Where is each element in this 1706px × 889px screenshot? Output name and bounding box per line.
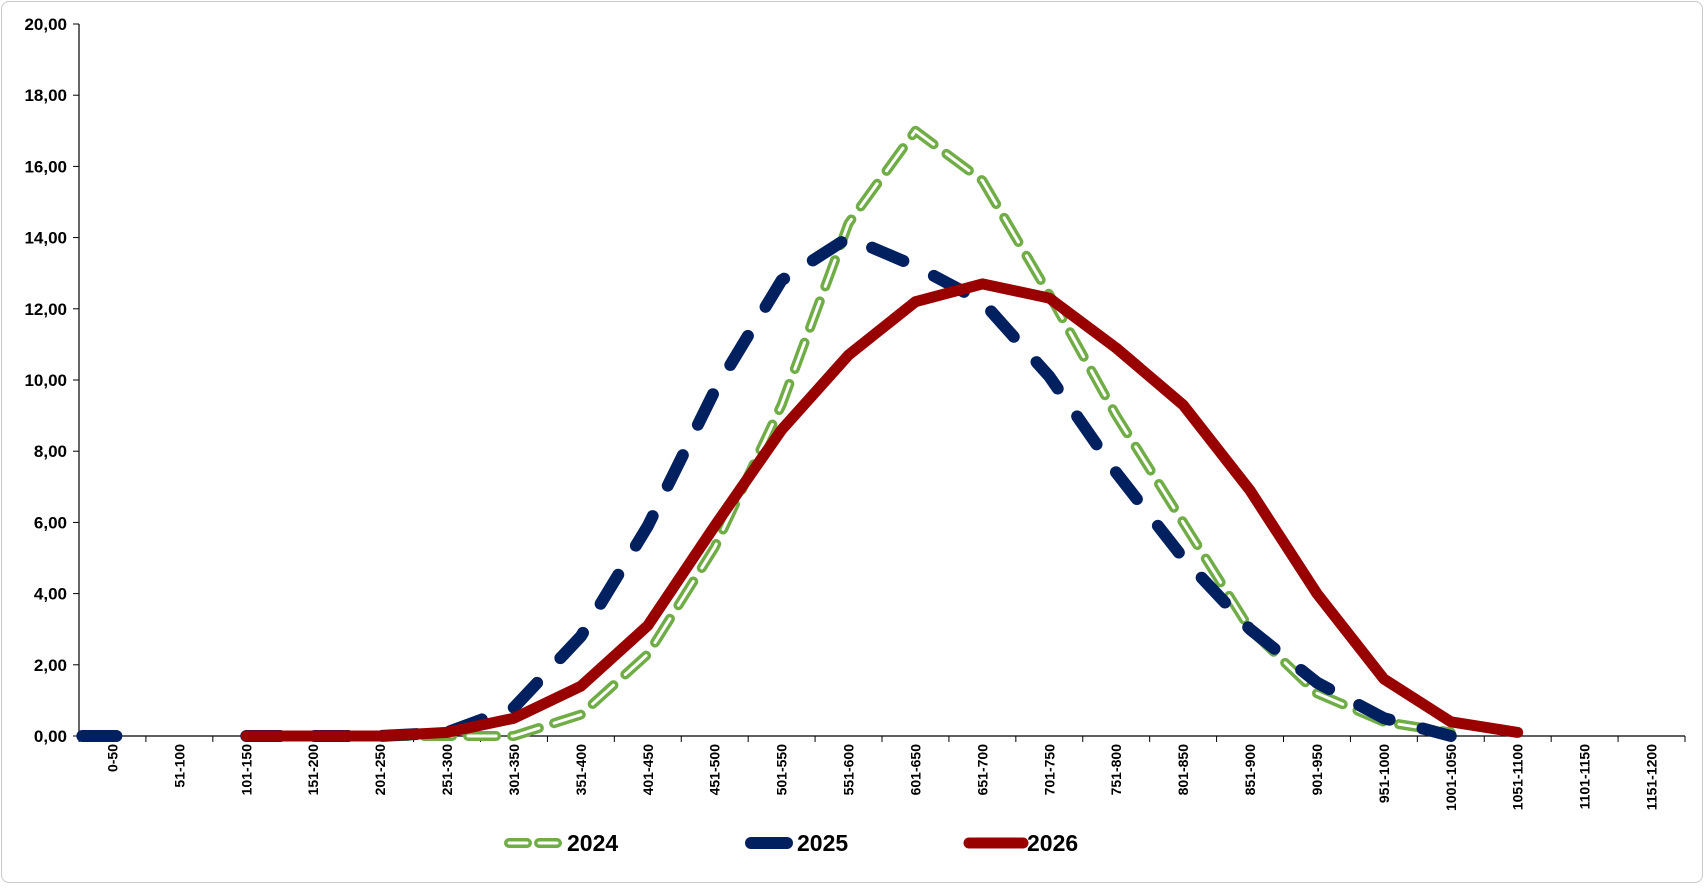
x-tick-label: 951-1000 bbox=[1376, 744, 1392, 803]
x-tick-label: 801-850 bbox=[1175, 744, 1191, 796]
y-tick-label: 20,00 bbox=[24, 15, 67, 34]
y-tick-label: 6,00 bbox=[34, 513, 67, 532]
x-tick-label: 551-600 bbox=[841, 744, 857, 796]
x-tick-label: 901-950 bbox=[1309, 744, 1325, 796]
x-tick-label: 251-300 bbox=[439, 744, 455, 796]
x-tick-label: 451-500 bbox=[707, 744, 723, 796]
x-tick-label: 0-50 bbox=[104, 744, 120, 772]
x-tick-label: 1051-1100 bbox=[1510, 744, 1526, 810]
x-tick-label: 501-550 bbox=[774, 744, 790, 796]
x-tick-label: 201-250 bbox=[372, 744, 388, 796]
y-tick-label: 16,00 bbox=[24, 157, 67, 176]
y-tick-label: 10,00 bbox=[24, 371, 67, 390]
x-tick-label: 1151-1200 bbox=[1644, 744, 1660, 810]
y-axis-ticks: 0,00 2,00 4,00 6,00 8,00 10,00 12,00 14,00 16,00… bbox=[24, 15, 79, 746]
legend-item-2024: 2024 bbox=[504, 830, 618, 856]
x-tick-label: 51-100 bbox=[171, 744, 187, 788]
x-tick-label: 1101-1150 bbox=[1577, 744, 1593, 810]
x-tick-label: 401-450 bbox=[640, 744, 656, 796]
y-tick-label: 14,00 bbox=[24, 229, 67, 248]
y-tick-label: 12,00 bbox=[24, 300, 67, 319]
y-tick-label: 2,00 bbox=[34, 656, 67, 675]
series-line-2026 bbox=[240, 278, 1524, 742]
legend-item-2026: 2026 bbox=[963, 830, 1078, 856]
x-tick-label: 1001-1050 bbox=[1443, 744, 1459, 811]
x-axis-ticks: 0-50 51-100 101-150 151-200 201-250 251-300 30… bbox=[78, 736, 1686, 811]
x-tick-label: 851-900 bbox=[1242, 744, 1258, 796]
y-tick-label: 8,00 bbox=[34, 442, 67, 461]
series-layer bbox=[76, 125, 1524, 742]
axes bbox=[78, 24, 1685, 737]
legend-label: 2024 bbox=[567, 830, 618, 856]
y-tick-label: 4,00 bbox=[34, 585, 67, 604]
legend-label: 2025 bbox=[797, 830, 848, 856]
x-tick-label: 151-200 bbox=[305, 744, 321, 796]
legend: 2024 2025 2026 bbox=[504, 830, 1078, 856]
x-tick-label: 751-800 bbox=[1108, 744, 1124, 796]
x-tick-label: 601-650 bbox=[907, 744, 923, 796]
x-tick-label: 301-350 bbox=[506, 744, 522, 796]
x-tick-label: 101-150 bbox=[238, 744, 254, 796]
y-tick-label: 18,00 bbox=[24, 86, 67, 105]
x-tick-label: 651-700 bbox=[974, 744, 990, 796]
x-tick-label: 701-750 bbox=[1041, 744, 1057, 796]
series-line-2024 bbox=[375, 125, 1456, 741]
y-tick-label: 0,00 bbox=[34, 727, 67, 746]
legend-item-2025: 2025 bbox=[745, 830, 848, 856]
x-tick-label: 351-400 bbox=[573, 744, 589, 796]
legend-label: 2026 bbox=[1027, 830, 1078, 856]
